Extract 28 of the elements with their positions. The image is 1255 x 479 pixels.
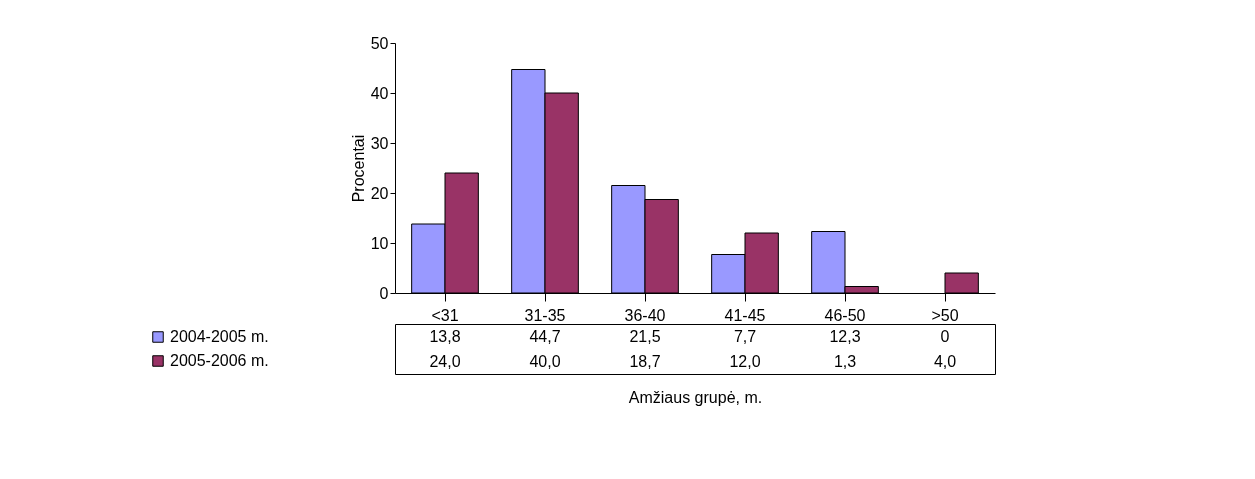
data-label: 40,0 [529,352,561,370]
data-label: 1,3 [833,352,857,370]
y-tick-label: 10 [370,234,389,252]
x-axis-title: Amžiaus grupė, m. [628,388,763,406]
y-axis-title: Procentai [349,134,367,203]
x-tick-label: <31 [431,306,459,324]
x-tick-label: 41-45 [724,306,766,324]
x-tick-label: >50 [931,306,959,324]
data-label: 7,7 [733,327,757,345]
x-tick-label: 36-40 [624,306,666,324]
x-tick-label: 31-35 [524,306,566,324]
data-label: 0 [940,327,950,345]
y-tick-label: 40 [370,84,389,102]
data-label: 18,7 [629,352,661,370]
data-label: 24,0 [429,352,461,370]
data-label: 44,7 [529,327,561,345]
x-tick-label: 46-50 [824,306,866,324]
data-label: 12,0 [729,352,761,370]
y-tick-label: 20 [370,184,389,202]
data-label: 12,3 [829,327,861,345]
y-tick-label: 30 [370,134,389,152]
data-label: 13,8 [429,327,461,345]
legend-label: 2005-2006 m. [170,352,269,369]
legend-label: 2004-2005 m. [170,328,269,345]
data-label: 21,5 [629,327,661,345]
y-tick-label: 50 [370,34,389,52]
data-label: 4,0 [933,352,957,370]
y-tick-label: 0 [379,284,389,302]
